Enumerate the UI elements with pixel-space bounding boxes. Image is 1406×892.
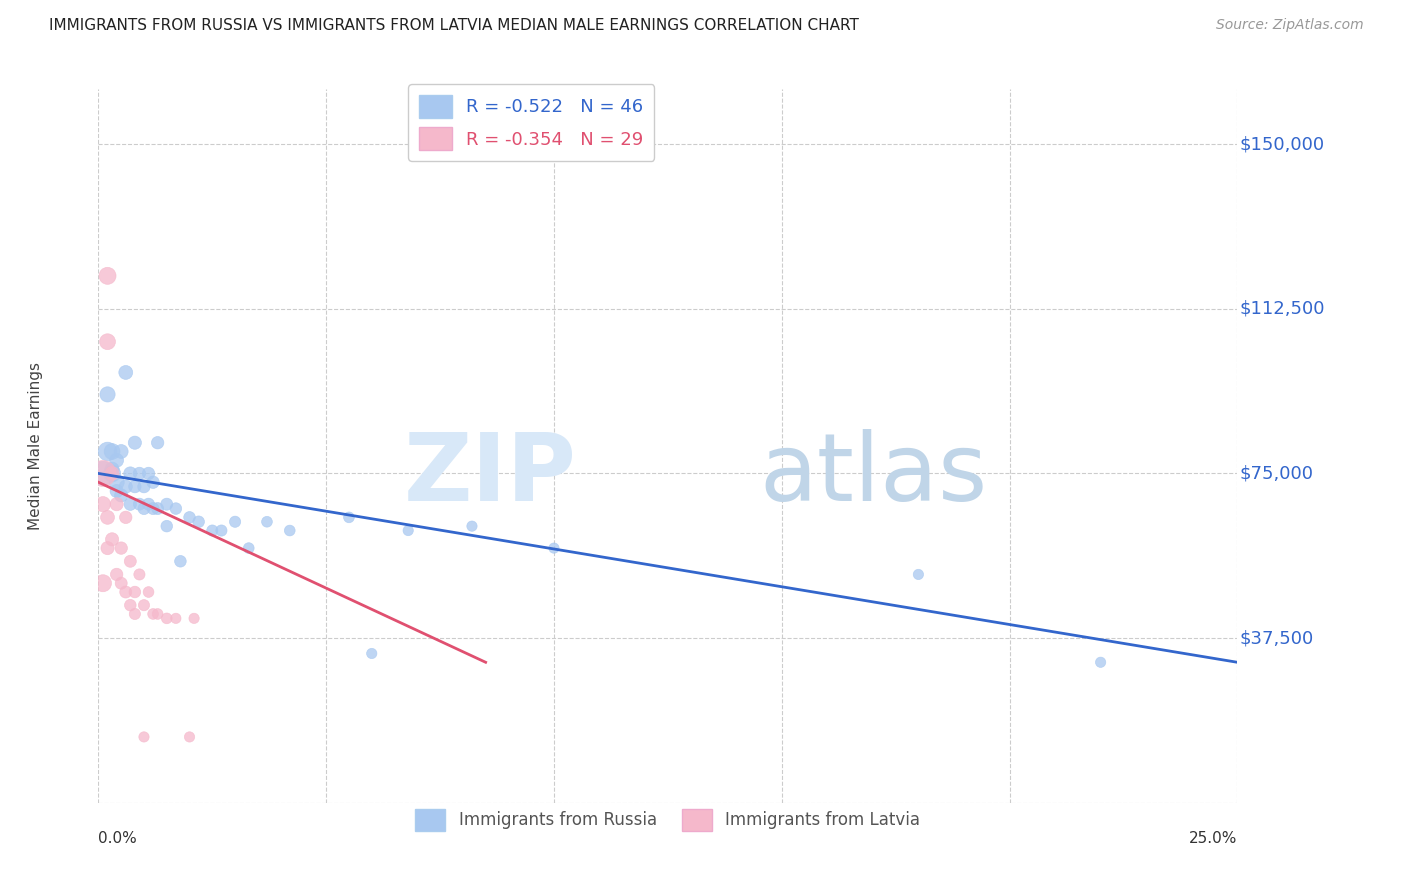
Point [96,387,118,401]
Point [132,730,155,744]
Point [101,444,124,458]
Point [124,607,146,621]
Point [146,435,169,450]
Point [165,501,187,516]
Point [138,467,160,481]
Point [124,480,146,494]
Point [110,444,132,458]
Point [142,501,165,516]
Point [101,467,124,481]
Text: 25.0%: 25.0% [1189,831,1237,847]
Point [96,510,118,524]
Point [138,497,160,511]
Point [128,497,150,511]
Text: $37,500: $37,500 [1240,629,1313,647]
Point [179,510,201,524]
Point [105,497,128,511]
Point [110,576,132,591]
Point [96,444,118,458]
Point [114,510,136,524]
Point [124,585,146,599]
Point [156,611,179,625]
Text: IMMIGRANTS FROM RUSSIA VS IMMIGRANTS FROM LATVIA MEDIAN MALE EARNINGS CORRELATIO: IMMIGRANTS FROM RUSSIA VS IMMIGRANTS FRO… [49,18,859,33]
Point [142,475,165,490]
Point [91,467,114,481]
Point [543,541,565,555]
Point [105,483,128,498]
Point [256,515,278,529]
Point [91,467,114,481]
Text: Median Male Earnings: Median Male Earnings [28,362,44,530]
Point [169,554,191,568]
Point [142,607,165,621]
Point [360,647,382,661]
Point [183,611,205,625]
Point [187,515,209,529]
Point [132,501,155,516]
Point [132,480,155,494]
Point [156,497,179,511]
Legend: Immigrants from Russia, Immigrants from Latvia: Immigrants from Russia, Immigrants from … [409,803,927,838]
Point [114,480,136,494]
Point [110,488,132,502]
Text: $112,500: $112,500 [1240,300,1324,318]
Point [138,585,160,599]
Point [156,519,179,533]
Text: $150,000: $150,000 [1240,135,1324,153]
Point [337,510,360,524]
Point [120,554,142,568]
Point [96,334,118,349]
Text: ZIP: ZIP [404,428,576,521]
Point [124,435,146,450]
Point [165,611,187,625]
Point [278,524,301,538]
Point [91,576,114,591]
Text: Source: ZipAtlas.com: Source: ZipAtlas.com [1216,18,1364,32]
Point [96,268,118,283]
Text: 0.0%: 0.0% [98,831,138,847]
Point [1090,655,1112,669]
Point [120,467,142,481]
Text: $75,000: $75,000 [1240,465,1313,483]
Point [120,497,142,511]
Point [114,366,136,380]
Point [201,524,224,538]
Point [128,467,150,481]
Point [146,607,169,621]
Point [105,453,128,467]
Point [396,524,419,538]
Point [224,515,246,529]
Point [105,567,128,582]
Point [132,598,155,612]
Point [96,541,118,555]
Point [128,567,150,582]
Point [238,541,260,555]
Point [209,524,232,538]
Point [101,462,124,476]
Point [907,567,929,582]
Point [114,585,136,599]
Point [105,475,128,490]
Text: atlas: atlas [759,428,987,521]
Point [146,501,169,516]
Point [101,533,124,547]
Point [91,497,114,511]
Point [110,541,132,555]
Point [461,519,484,533]
Point [101,467,124,481]
Point [179,730,201,744]
Point [120,598,142,612]
